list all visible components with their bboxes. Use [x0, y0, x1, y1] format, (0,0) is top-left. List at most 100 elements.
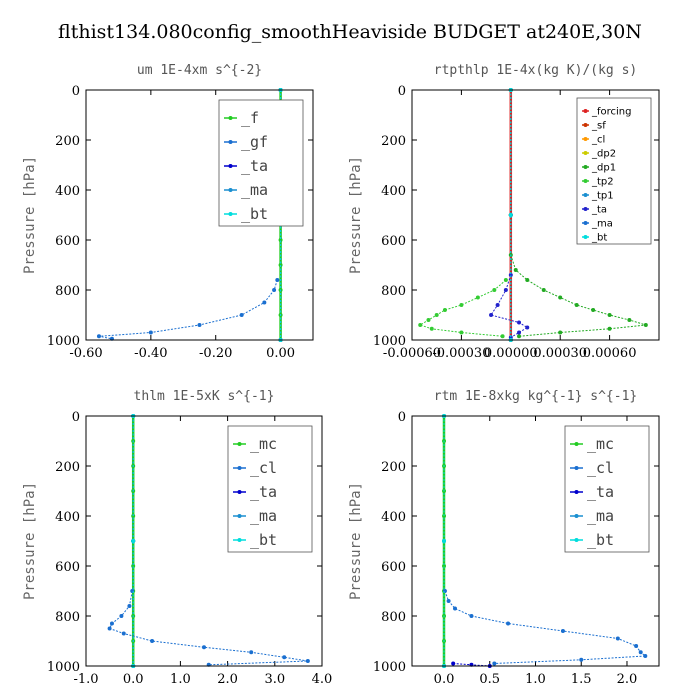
- legend-label: _bt: [250, 531, 277, 549]
- legend-marker: [228, 140, 233, 144]
- data-point: [131, 539, 136, 543]
- series-bt: [131, 414, 136, 668]
- series-cl: [107, 589, 310, 667]
- data-point: [96, 334, 101, 339]
- y-tick-label: 0: [398, 84, 406, 99]
- legend-marker: [228, 164, 233, 168]
- data-point: [442, 539, 447, 543]
- y-axis-label: Pressure [hPa]: [22, 156, 38, 274]
- legend-marker: [574, 490, 579, 494]
- legend-label: _f: [241, 109, 259, 127]
- panels: um 1E-4xm s^{-2} Pressure [hPa] 0 200 400 600…: [22, 63, 660, 687]
- legend-marker: [583, 137, 588, 141]
- panel-title: thlm 1E-5xK s^{-1}: [134, 389, 275, 404]
- x-tick-label: -0.20: [199, 346, 232, 361]
- x-tick-label: 2.0: [217, 672, 238, 687]
- plot-frame: [411, 415, 660, 667]
- data-point: [607, 326, 612, 331]
- legend-marker: [583, 123, 588, 127]
- y-tick-label: 600: [55, 234, 80, 249]
- data-point: [459, 303, 464, 307]
- data-point: [579, 657, 584, 662]
- series-gf: [96, 278, 280, 341]
- legend-label: _ma: [587, 507, 614, 525]
- legend-marker: [228, 212, 233, 216]
- y-tick-label: 400: [55, 184, 80, 199]
- series-ta: [489, 273, 530, 340]
- x-tick-label: 3.0: [264, 672, 285, 687]
- legend-marker: [574, 514, 579, 518]
- legend-box: [564, 425, 650, 553]
- legend-box: [227, 425, 313, 553]
- panel-1: um 1E-4xm s^{-2} Pressure [hPa] 0 200 400 600…: [22, 63, 314, 361]
- legend: _f _gf _ta _ma _bt: [218, 99, 304, 227]
- x-tick-label: 1.0: [525, 672, 546, 687]
- legend-label: _ta: [250, 483, 277, 501]
- data-point: [442, 308, 447, 312]
- y-tick-label: 400: [381, 184, 406, 199]
- data-point: [607, 313, 612, 317]
- panel-3: thlm 1E-5xK s^{-1} Pressure [hPa] 0 200 400 6…: [22, 389, 332, 687]
- figure-title: flthist134.080config_smoothHeaviside BUD…: [58, 21, 642, 43]
- data-point: [503, 288, 508, 292]
- data-point: [452, 606, 457, 611]
- data-point: [492, 661, 497, 666]
- series-line: [108, 590, 308, 666]
- data-point: [492, 288, 497, 292]
- panel-2: rtpthlp 1E-4x(kg K)/(kg s) Pressure [hPa]…: [348, 63, 660, 361]
- y-axis-label: Pressure [hPa]: [348, 482, 364, 600]
- data-point: [525, 325, 530, 330]
- data-point: [643, 323, 648, 327]
- legend-label: _cl: [250, 459, 277, 477]
- legend-label: _bt: [241, 205, 268, 223]
- data-point: [282, 655, 287, 660]
- data-point: [121, 631, 126, 636]
- x-tick-label: 0.5: [479, 672, 500, 687]
- data-point: [451, 661, 456, 666]
- x-tick-label: -0.60: [69, 346, 102, 361]
- legend-label: _mc: [587, 435, 614, 453]
- data-point: [475, 295, 480, 300]
- legend: _mc _cl _ta _ma _bt: [227, 425, 313, 553]
- data-point: [615, 636, 620, 641]
- legend-label: _bt: [587, 531, 614, 549]
- data-point: [239, 313, 244, 317]
- legend-label: _ma: [250, 507, 277, 525]
- data-point: [150, 639, 155, 643]
- y-tick-label: 400: [381, 510, 406, 525]
- legend-label: _tp2: [591, 177, 614, 188]
- x-tick-label: 4.0: [312, 672, 333, 687]
- data-point: [508, 273, 513, 277]
- data-point: [418, 323, 423, 327]
- data-point: [517, 330, 522, 335]
- data-point: [148, 330, 153, 335]
- y-tick-label: 800: [381, 284, 406, 299]
- data-point: [558, 295, 563, 300]
- legend-marker: [583, 179, 588, 183]
- data-point: [574, 303, 579, 307]
- data-point: [525, 278, 530, 282]
- data-point: [503, 278, 508, 282]
- y-tick-label: 200: [55, 134, 80, 149]
- x-tick-label: 0.00: [266, 346, 295, 361]
- legend-marker: [228, 188, 233, 192]
- legend-marker: [237, 442, 242, 446]
- x-tick-label: 1.5: [571, 672, 592, 687]
- legend-marker: [583, 165, 588, 169]
- data-point: [272, 288, 277, 292]
- data-point: [426, 318, 431, 322]
- y-tick-label: 1000: [373, 660, 406, 675]
- series-bt: [442, 414, 447, 668]
- data-point: [506, 621, 511, 626]
- data-point: [517, 320, 522, 325]
- data-point: [278, 238, 283, 242]
- data-point: [634, 644, 639, 648]
- data-point: [442, 564, 447, 568]
- y-tick-label: 400: [55, 510, 80, 525]
- legend-label: _forcing: [591, 107, 632, 118]
- legend-label: _ta: [587, 483, 614, 501]
- series-dp1: [508, 253, 648, 339]
- legend-label: _bt: [591, 233, 607, 244]
- legend-marker: [583, 235, 588, 239]
- panel-4: rtm 1E-8xkg kg^{-1} s^{-1} Pressure [hPa]…: [348, 389, 660, 687]
